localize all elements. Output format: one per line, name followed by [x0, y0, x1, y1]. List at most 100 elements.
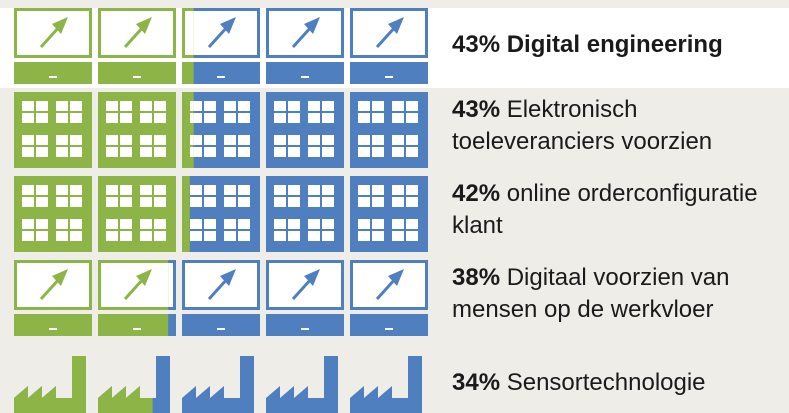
- window: [358, 185, 370, 195]
- window: [274, 185, 286, 195]
- arrow-shaft: [207, 276, 230, 301]
- value-label: 43%: [452, 96, 501, 123]
- window: [238, 197, 250, 207]
- window: [358, 231, 370, 241]
- window: [120, 135, 132, 145]
- window: [308, 197, 320, 207]
- window: [372, 135, 384, 145]
- window: [22, 135, 34, 145]
- window: [190, 147, 194, 157]
- window: [392, 231, 404, 241]
- window: [22, 113, 34, 123]
- window: [154, 101, 166, 111]
- window: [106, 147, 118, 157]
- window: [308, 219, 320, 229]
- screen: [185, 11, 194, 55]
- stand: [14, 62, 92, 84]
- window: [274, 101, 286, 111]
- window: [288, 231, 300, 241]
- window: [190, 147, 202, 157]
- window: [358, 147, 370, 157]
- stand-dash: [301, 328, 309, 330]
- window: [274, 147, 286, 157]
- window: [372, 185, 384, 195]
- category-label: online orderconfiguratie klant: [452, 180, 758, 239]
- stand: [182, 62, 194, 84]
- arrow-head: [304, 17, 320, 34]
- window: [392, 219, 404, 229]
- window: [70, 185, 82, 195]
- window: [22, 147, 34, 157]
- window: [308, 113, 320, 123]
- window: [140, 113, 152, 123]
- arrow-shaft: [39, 24, 62, 49]
- arrow-head: [220, 17, 236, 34]
- window: [190, 113, 202, 123]
- window: [322, 231, 334, 241]
- window: [190, 231, 202, 241]
- screen: [101, 263, 169, 307]
- window: [154, 113, 166, 123]
- stand-dash: [217, 76, 225, 78]
- window: [56, 185, 68, 195]
- window: [274, 219, 286, 229]
- window: [140, 185, 152, 195]
- window: [190, 185, 202, 195]
- window: [190, 197, 202, 207]
- arrow-head: [304, 269, 320, 286]
- window: [392, 197, 404, 207]
- window: [392, 113, 404, 123]
- window: [288, 197, 300, 207]
- icon-row-filled: [14, 260, 169, 336]
- window: [120, 147, 132, 157]
- window: [274, 197, 286, 207]
- window: [274, 113, 286, 123]
- factory: [350, 356, 422, 413]
- stand-dash: [301, 76, 309, 78]
- window: [406, 219, 418, 229]
- window: [106, 219, 118, 229]
- window: [406, 231, 418, 241]
- window: [322, 147, 334, 157]
- window: [406, 147, 418, 157]
- window: [238, 135, 250, 145]
- factory: [98, 356, 153, 413]
- window: [56, 147, 68, 157]
- window: [392, 185, 404, 195]
- category-label: Elektronisch toeleveranciers voorzien: [452, 96, 713, 155]
- factory: [266, 356, 338, 413]
- arrow-head: [388, 269, 404, 286]
- window: [106, 185, 118, 195]
- window: [392, 147, 404, 157]
- window: [224, 135, 236, 145]
- stand: [266, 314, 344, 336]
- window: [372, 197, 384, 207]
- window: [22, 231, 34, 241]
- window: [392, 101, 404, 111]
- stand-dash: [49, 328, 57, 330]
- window: [154, 219, 166, 229]
- icon-row-filled: [14, 176, 190, 252]
- arrow-shaft: [291, 276, 314, 301]
- row-label: 34% Sensortechnologie: [452, 367, 787, 399]
- stand-dash: [133, 76, 141, 78]
- window: [406, 135, 418, 145]
- window: [70, 147, 82, 157]
- building: [182, 92, 194, 168]
- window: [106, 231, 118, 241]
- arrow-head: [52, 269, 68, 286]
- icon-row-filled: [14, 8, 194, 84]
- window: [308, 147, 320, 157]
- window: [154, 231, 166, 241]
- window: [106, 101, 118, 111]
- stand: [98, 314, 169, 336]
- window: [190, 135, 194, 145]
- window: [36, 231, 48, 241]
- window: [322, 197, 334, 207]
- window: [36, 197, 48, 207]
- stand: [14, 314, 92, 336]
- stand: [350, 314, 428, 336]
- arrow-shaft: [123, 24, 146, 49]
- stand-dash: [133, 328, 141, 330]
